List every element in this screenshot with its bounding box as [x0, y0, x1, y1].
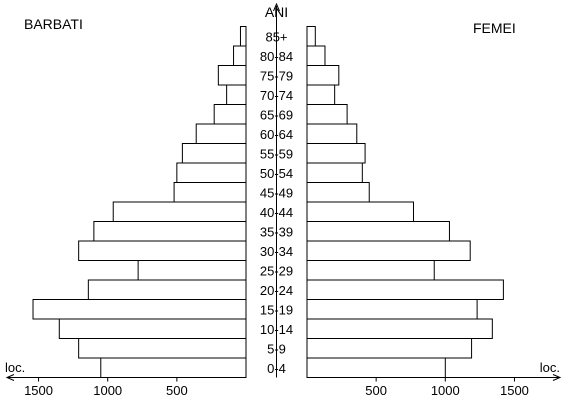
y-axis-arrow: [273, 2, 280, 12]
tick-label-right: 1500: [500, 383, 529, 398]
bar-right-0-4: [306, 357, 446, 378]
x-axis-left-arrow: [5, 374, 15, 381]
bar-right-50-54: [306, 162, 363, 183]
x-unit-label-right: loc.: [540, 360, 560, 375]
bar-left-80-84: [233, 45, 247, 66]
tick-label-right: 500: [365, 383, 387, 398]
bar-left-65-69: [213, 104, 247, 125]
x-axis-right-arrow: [552, 374, 562, 381]
bar-left-75-79: [217, 65, 247, 86]
bar-left-15-19: [32, 299, 247, 320]
bar-left-20-24: [87, 279, 247, 300]
bar-right-80-84: [306, 45, 326, 66]
right-title: FEMEI: [473, 20, 516, 36]
tick-label-left: 1000: [93, 383, 122, 398]
bar-right-55-59: [306, 143, 366, 164]
bar-left-5-9: [78, 338, 247, 359]
bar-right-20-24: [306, 279, 504, 300]
bar-right-40-44: [306, 201, 414, 222]
bar-left-60-64: [195, 123, 247, 144]
bar-left-45-49: [173, 182, 247, 203]
bar-left-0-4: [100, 357, 247, 378]
bar-right-30-34: [306, 240, 471, 261]
bar-left-55-59: [181, 143, 247, 164]
bar-left-50-54: [176, 162, 247, 183]
y-axis-title: ANI: [265, 4, 288, 20]
bar-right-5-9: [306, 338, 473, 359]
bar-left-40-44: [112, 201, 247, 222]
tick-label-left: 500: [166, 383, 188, 398]
bar-right-85+: [306, 26, 316, 47]
bar-left-25-29: [137, 260, 247, 281]
bar-right-45-49: [306, 182, 370, 203]
bar-left-30-34: [78, 240, 247, 261]
bar-right-35-39: [306, 221, 450, 242]
tick-label-left: 1500: [24, 383, 53, 398]
left-title: BARBATI: [24, 16, 83, 32]
bar-left-85+: [239, 26, 247, 47]
tick-label-right: 1000: [431, 383, 460, 398]
bar-right-60-64: [306, 123, 358, 144]
bar-right-15-19: [306, 299, 478, 320]
bar-right-75-79: [306, 65, 340, 86]
bar-left-35-39: [93, 221, 247, 242]
bar-right-65-69: [306, 104, 348, 125]
bar-right-70-74: [306, 84, 336, 105]
bar-left-70-74: [226, 84, 247, 105]
bar-right-25-29: [306, 260, 435, 281]
bar-right-10-14: [306, 318, 493, 339]
x-unit-label-left: loc.: [5, 360, 25, 375]
bar-left-10-14: [58, 318, 247, 339]
